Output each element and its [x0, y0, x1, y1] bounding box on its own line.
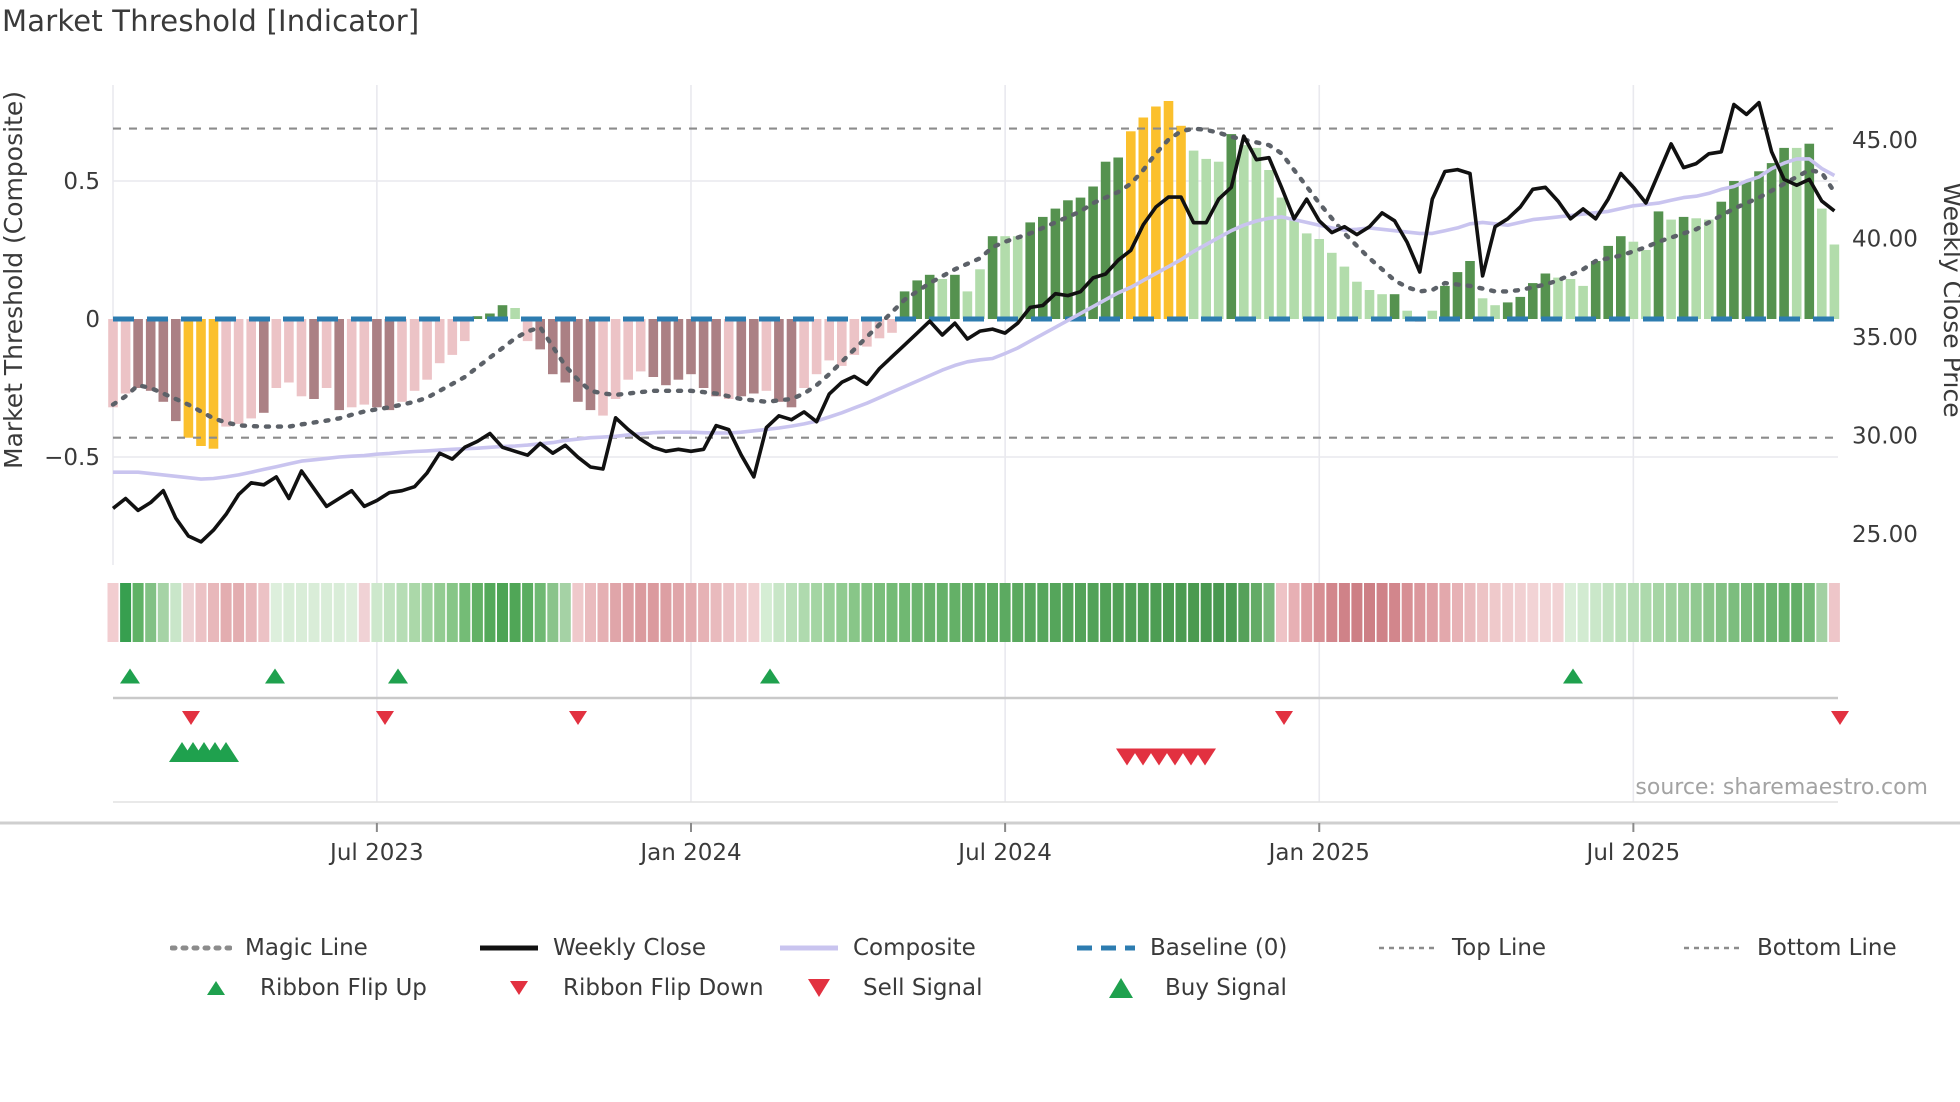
x-tick-label: Jul 2023: [328, 840, 424, 866]
left-tick-label: −0.5: [44, 445, 100, 471]
right-axis: 45.00 40.00 35.00 30.00 25.00 Weekly Close Pr…: [1852, 128, 1960, 548]
legend-item-weekly-close: Weekly Close: [478, 933, 706, 963]
right-tick-label: 30.00: [1852, 424, 1918, 450]
legend-item-bottom-line: Bottom Line: [1682, 933, 1897, 963]
legend-item-ribbon-flip-up: Ribbon Flip Up: [185, 973, 427, 1003]
legend-item-baseline-0-: Baseline (0): [1075, 933, 1287, 963]
right-tick-label: 35.00: [1852, 325, 1918, 351]
legend-item-ribbon-flip-down: Ribbon Flip Down: [488, 973, 764, 1003]
x-tick-label: Jul 2024: [956, 840, 1052, 866]
triangle-up-green: [1109, 978, 1133, 998]
legend-item-buy-signal: Buy Signal: [1090, 973, 1287, 1003]
legend-label: Magic Line: [245, 935, 368, 961]
x-tick-label: Jul 2025: [1585, 840, 1681, 866]
dotted-line-gray: [170, 945, 232, 951]
legend-item-composite: Composite: [778, 933, 976, 963]
dashed-line-gray: [1684, 946, 1742, 950]
ribbon-flip-up-markers: [113, 668, 1838, 700]
legend-label: Composite: [853, 935, 976, 961]
solid-line-lavender: [780, 945, 838, 951]
solid-line-black: [480, 945, 538, 951]
legend-item-top-line: Top Line: [1377, 933, 1546, 963]
triangle-down-small-red: [510, 981, 528, 995]
weekly-close-line: [111, 100, 1836, 544]
triangle-down-red: [808, 979, 830, 997]
page-title: Market Threshold [Indicator]: [2, 4, 420, 38]
legend-label: Bottom Line: [1757, 935, 1897, 961]
chart-legend: Magic Line Weekly Close Composite Baseline …: [0, 925, 1960, 1035]
buy-signal-markers: [169, 742, 239, 762]
legend-item-magic-line: Magic Line: [170, 933, 368, 963]
sell-signal-markers: [1116, 748, 1216, 766]
left-tick-label: 0.5: [63, 169, 100, 195]
legend-label: Top Line: [1452, 935, 1547, 961]
threshold-lines: [113, 127, 1838, 439]
composite-line: [113, 157, 1836, 481]
ribbon-strip: [107, 583, 1840, 642]
right-axis-title: Weekly Close Price: [1938, 182, 1960, 417]
grid-lines: [112, 85, 1838, 802]
x-tick-label: Jan 2025: [1267, 840, 1370, 866]
legend-label: Buy Signal: [1165, 975, 1287, 1001]
left-axis-title: Market Threshold (Composite): [0, 91, 28, 469]
indicator-chart: Jul 2023 Jan 2024 Jul 2024 Jan 2025 Jul 2025…: [0, 85, 1960, 866]
triangle-up-small-green: [207, 981, 225, 995]
legend-label: Ribbon Flip Down: [563, 975, 764, 1001]
dashed-line-blue: [1077, 945, 1135, 951]
legend-item-sell-signal: Sell Signal: [788, 973, 983, 1003]
ribbon-flip-down-markers: [182, 711, 1849, 725]
right-tick-label: 45.00: [1852, 128, 1918, 154]
threshold-bars: [108, 101, 1840, 449]
legend-label: Sell Signal: [863, 975, 983, 1001]
x-axis: Jul 2023 Jan 2024 Jul 2024 Jan 2025 Jul 2025: [0, 801, 1960, 866]
magic-line: [110, 126, 1837, 429]
source-note: source: sharemaestro.com: [1635, 775, 1928, 800]
legend-label: Baseline (0): [1150, 935, 1288, 961]
dashed-line-gray: [1379, 946, 1437, 950]
left-tick-label: 0: [85, 307, 100, 333]
left-axis: 0.5 0 −0.5 Market Threshold (Composite): [0, 91, 100, 471]
right-tick-label: 25.00: [1852, 522, 1918, 548]
right-tick-label: 40.00: [1852, 227, 1918, 253]
x-tick-label: Jan 2024: [638, 840, 741, 866]
legend-label: Ribbon Flip Up: [260, 975, 427, 1001]
legend-label: Weekly Close: [553, 935, 706, 961]
